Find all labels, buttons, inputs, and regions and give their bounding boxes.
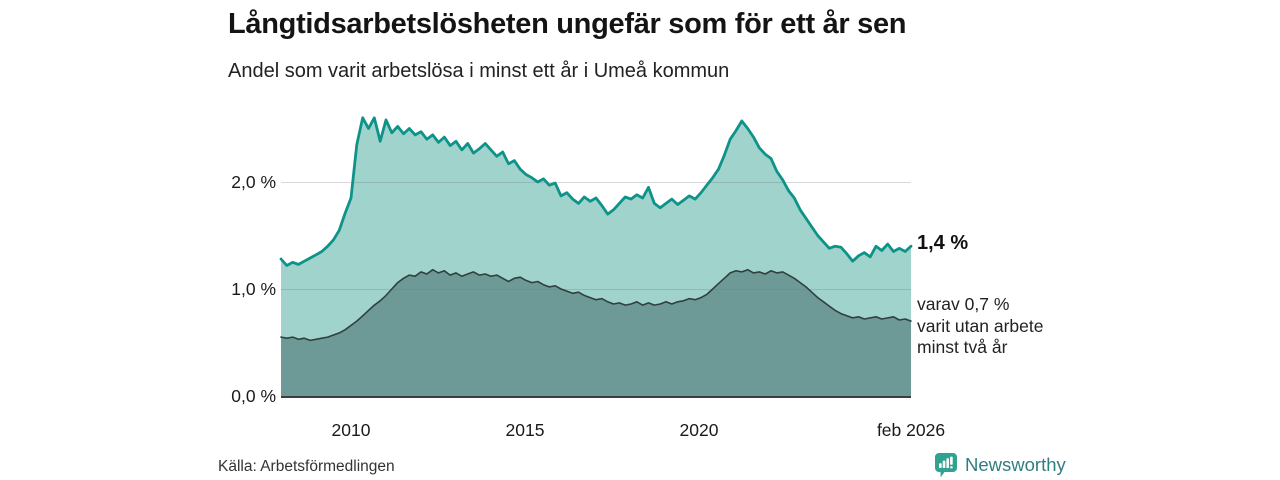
x-tick-label: 2020	[679, 420, 719, 440]
x-tick-label: 2010	[331, 420, 371, 440]
page-subtitle: Andel som varit arbetslösa i minst ett å…	[228, 60, 730, 82]
latest-value-annotation: 1,4 %	[917, 232, 969, 254]
y-tick-label: 2,0 %	[231, 172, 276, 192]
y-tick-label: 0,0 %	[231, 386, 276, 406]
series-line-1	[280, 268, 912, 342]
series-area-1	[281, 269, 911, 396]
source-credit: Källa: Arbetsförmedlingen	[218, 458, 395, 475]
newsworthy-wordmark: Newsworthy	[965, 454, 1066, 475]
x-tick-label: feb 2026	[876, 420, 946, 440]
two-year-note-annotation: varav 0,7 % varit utan arbete minst två …	[917, 294, 1044, 357]
y-tick-label: 1,0 %	[231, 279, 276, 299]
x-tick-label: 2015	[505, 420, 545, 440]
newsworthy-bubble-chart-icon	[935, 453, 957, 478]
series-line-0	[279, 116, 913, 267]
newsworthy-logo-link[interactable]: Newsworthy	[934, 452, 1066, 478]
page-title: Långtidsarbetslösheten ungefär som för e…	[228, 8, 907, 40]
